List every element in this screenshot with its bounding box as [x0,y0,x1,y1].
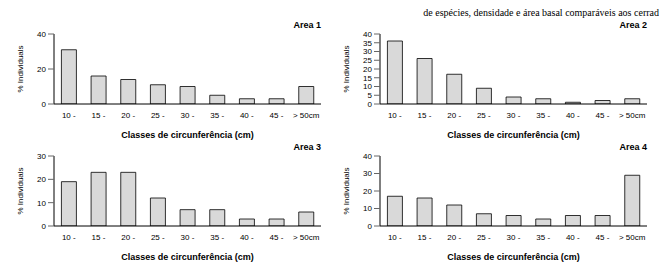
html-text:Area 4: Area 4 [619,142,647,152]
svg-text:25 -: 25 - [477,111,491,120]
svg-text:% Individuals: % Individuals [342,45,351,92]
html-text:Area 2: Area 2 [619,20,647,30]
html-text:de espécies, densidade e área: de espécies, densidade e área basal comp… [423,7,659,18]
svg-text:15 -: 15 - [92,111,106,120]
svg-text:% Individuals: % Individuals [342,167,351,214]
svg-text:25 -: 25 - [151,111,165,120]
svg-text:40 -: 40 - [566,111,580,120]
svg-text:35: 35 [363,39,372,48]
svg-text:45 -: 45 - [270,233,284,242]
svg-text:30 -: 30 - [181,111,195,120]
svg-text:35 -: 35 - [210,111,224,120]
svg-text:> 50cm: > 50cm [293,111,320,120]
svg-text:40: 40 [363,30,372,39]
svg-text:10 -: 10 - [388,111,402,120]
svg-text:40: 40 [363,152,372,161]
svg-text:30 -: 30 - [507,111,521,120]
svg-text:10 -: 10 - [388,233,402,242]
svg-text:> 50cm: > 50cm [619,111,646,120]
svg-text:Classes de circunferência (cm): Classes de circunferência (cm) [447,130,580,140]
html-text:Area 3: Area 3 [293,142,321,152]
svg-text:35 -: 35 - [536,111,550,120]
svg-text:15 -: 15 - [418,233,432,242]
svg-text:40 -: 40 - [240,111,254,120]
svg-text:Classes de circunferência (cm): Classes de circunferência (cm) [447,252,580,262]
svg-text:10: 10 [363,82,372,91]
svg-text:20: 20 [37,65,46,74]
svg-text:% Individuals: % Individuals [16,167,25,214]
svg-text:Classes de circunferência (cm): Classes de circunferência (cm) [121,252,254,262]
svg-text:30 -: 30 - [181,233,195,242]
svg-text:15 -: 15 - [92,233,106,242]
svg-text:25 -: 25 - [151,233,165,242]
svg-text:% Individuals: % Individuals [16,45,25,92]
svg-text:45 -: 45 - [596,111,610,120]
svg-text:20: 20 [37,175,46,184]
svg-text:25 -: 25 - [477,233,491,242]
svg-text:30 -: 30 - [507,233,521,242]
svg-text:10: 10 [363,204,372,213]
svg-text:25: 25 [363,56,372,65]
svg-text:20 -: 20 - [447,233,461,242]
svg-text:20 -: 20 - [121,111,135,120]
svg-text:30: 30 [37,152,46,161]
svg-text:40 -: 40 - [566,233,580,242]
svg-text:0: 0 [42,222,47,231]
svg-text:> 50cm: > 50cm [293,233,320,242]
svg-text:20: 20 [363,187,372,196]
svg-text:10: 10 [37,199,46,208]
svg-text:30: 30 [363,47,372,56]
svg-text:45 -: 45 - [270,111,284,120]
svg-text:0: 0 [42,100,47,109]
svg-text:30: 30 [363,169,372,178]
svg-text:Classes de circunferência (cm): Classes de circunferência (cm) [121,130,254,140]
html-text:Area 1: Area 1 [293,20,321,30]
svg-text:20: 20 [363,65,372,74]
svg-text:20 -: 20 - [447,111,461,120]
svg-text:15: 15 [363,74,372,83]
svg-text:35 -: 35 - [210,233,224,242]
svg-text:15 -: 15 - [418,111,432,120]
svg-text:10 -: 10 - [62,111,76,120]
svg-text:40 -: 40 - [240,233,254,242]
svg-text:0: 0 [368,222,373,231]
svg-text:5: 5 [368,91,373,100]
svg-text:35 -: 35 - [536,233,550,242]
svg-text:0: 0 [368,100,373,109]
svg-text:40: 40 [37,30,46,39]
svg-text:10 -: 10 - [62,233,76,242]
svg-text:20 -: 20 - [121,233,135,242]
svg-text:45 -: 45 - [596,233,610,242]
svg-text:> 50cm: > 50cm [619,233,646,242]
